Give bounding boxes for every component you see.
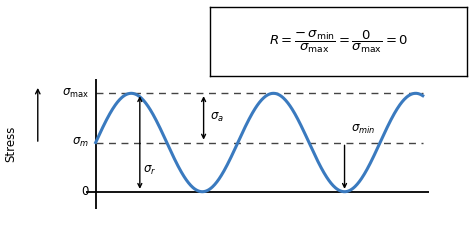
Text: $\sigma_{\mathrm{max}}$: $\sigma_{\mathrm{max}}$ — [62, 87, 89, 100]
Text: $\sigma_{r}$: $\sigma_{r}$ — [143, 164, 156, 177]
Text: Stress: Stress — [4, 126, 17, 162]
Text: $\sigma_{a}$: $\sigma_{a}$ — [210, 111, 224, 124]
Text: $0$: $0$ — [80, 185, 89, 198]
Text: $\sigma_{m}$: $\sigma_{m}$ — [72, 136, 89, 149]
Text: $R = \dfrac{-\,\sigma_{\mathrm{min}}}{\sigma_{\mathrm{max}}} = \dfrac{0}{\sigma_: $R = \dfrac{-\,\sigma_{\mathrm{min}}}{\s… — [268, 29, 407, 55]
Text: $\sigma_{min}$: $\sigma_{min}$ — [350, 123, 375, 136]
